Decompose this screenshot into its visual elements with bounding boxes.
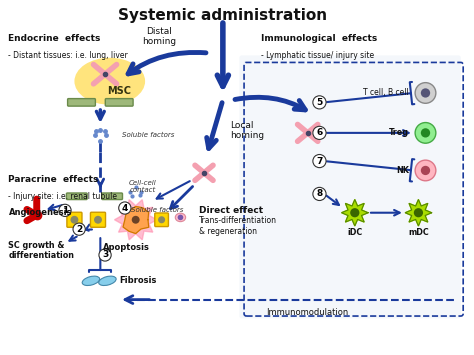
- Text: - Lymphatic tissue/ injury site: - Lymphatic tissue/ injury site: [261, 51, 374, 60]
- Text: MSC: MSC: [107, 86, 131, 95]
- Text: 2: 2: [76, 225, 82, 234]
- Text: 8: 8: [316, 190, 323, 198]
- Circle shape: [132, 216, 140, 224]
- FancyBboxPatch shape: [91, 212, 106, 227]
- Circle shape: [415, 160, 436, 181]
- Text: Soluble factors: Soluble factors: [121, 132, 174, 138]
- Text: Fibrosis: Fibrosis: [119, 276, 156, 285]
- Text: SC growth &
differentiation: SC growth & differentiation: [9, 241, 74, 260]
- Ellipse shape: [99, 276, 116, 285]
- Ellipse shape: [74, 58, 145, 105]
- Text: Local
homing: Local homing: [230, 121, 264, 140]
- Text: 4: 4: [122, 203, 128, 213]
- Text: 6: 6: [316, 129, 323, 137]
- Text: Paracrine  effects: Paracrine effects: [9, 175, 99, 184]
- Text: 5: 5: [316, 98, 323, 107]
- Circle shape: [415, 122, 436, 143]
- Ellipse shape: [82, 276, 100, 285]
- Text: NK: NK: [396, 166, 409, 175]
- FancyBboxPatch shape: [239, 55, 461, 318]
- Text: Systemic administration: Systemic administration: [118, 8, 328, 23]
- FancyBboxPatch shape: [102, 193, 122, 200]
- Circle shape: [94, 216, 102, 224]
- Circle shape: [421, 166, 430, 175]
- Text: - Injury site: i.e. renal tubule: - Injury site: i.e. renal tubule: [9, 192, 118, 201]
- Polygon shape: [115, 200, 157, 240]
- Circle shape: [313, 154, 326, 168]
- Circle shape: [59, 204, 71, 217]
- Circle shape: [158, 216, 165, 223]
- Circle shape: [99, 249, 111, 261]
- Text: Treg: Treg: [389, 129, 409, 137]
- Text: Direct effect: Direct effect: [199, 206, 264, 215]
- Text: mDC: mDC: [408, 228, 429, 237]
- FancyBboxPatch shape: [66, 193, 87, 200]
- Circle shape: [313, 96, 326, 109]
- Text: iDC: iDC: [347, 228, 363, 237]
- Text: 7: 7: [316, 157, 323, 165]
- Text: - Distant tissues: i.e. lung, liver: - Distant tissues: i.e. lung, liver: [9, 51, 128, 60]
- Circle shape: [71, 216, 78, 224]
- Circle shape: [421, 128, 430, 137]
- Text: Endocrine  effects: Endocrine effects: [9, 34, 101, 43]
- FancyBboxPatch shape: [105, 99, 133, 106]
- Text: Immunomodulation: Immunomodulation: [266, 308, 349, 317]
- Polygon shape: [342, 200, 368, 226]
- Text: Soluble factors: Soluble factors: [131, 207, 183, 213]
- Text: T cell, B cell: T cell, B cell: [363, 88, 409, 98]
- FancyBboxPatch shape: [67, 212, 82, 227]
- Circle shape: [350, 208, 359, 217]
- Circle shape: [415, 83, 436, 103]
- Text: 3: 3: [102, 251, 108, 260]
- Circle shape: [313, 187, 326, 201]
- Text: Distal
homing: Distal homing: [142, 27, 176, 46]
- Text: Apoptosis: Apoptosis: [103, 244, 150, 252]
- Circle shape: [421, 88, 430, 98]
- Circle shape: [73, 223, 85, 235]
- Circle shape: [118, 202, 131, 214]
- FancyBboxPatch shape: [68, 99, 95, 106]
- Polygon shape: [123, 207, 149, 234]
- Circle shape: [313, 126, 326, 140]
- Text: Immunological  effects: Immunological effects: [261, 34, 377, 43]
- FancyBboxPatch shape: [155, 213, 168, 226]
- Circle shape: [414, 208, 423, 217]
- Polygon shape: [405, 200, 432, 226]
- Ellipse shape: [175, 213, 186, 222]
- Circle shape: [178, 215, 183, 220]
- Text: Trans-differentiation
& regeneration: Trans-differentiation & regeneration: [199, 216, 277, 236]
- Text: 1: 1: [62, 206, 68, 215]
- Text: Cell-cell
contact: Cell-cell contact: [129, 180, 156, 193]
- Text: Angiogenesis: Angiogenesis: [9, 208, 72, 217]
